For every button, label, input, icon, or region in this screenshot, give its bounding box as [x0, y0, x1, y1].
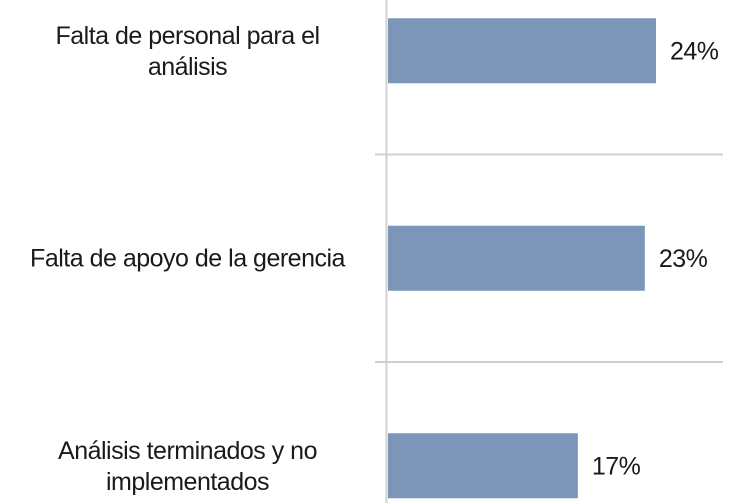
- category-label: Análisis terminados y no implementados: [58, 436, 317, 496]
- category-label: Falta de apoyo de la gerencia: [30, 244, 345, 273]
- category-label: Falta de personal para el análisis: [55, 21, 320, 81]
- bar: [388, 225, 645, 291]
- value-label: 23%: [659, 245, 708, 273]
- bar: [388, 433, 578, 499]
- value-label: 24%: [670, 37, 719, 65]
- bar: [388, 18, 656, 84]
- value-label: 17%: [592, 452, 641, 480]
